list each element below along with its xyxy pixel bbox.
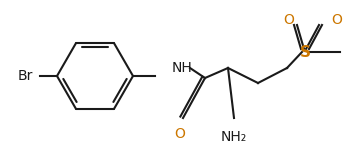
Text: NH: NH <box>172 61 193 75</box>
Text: Br: Br <box>18 69 33 83</box>
Text: NH₂: NH₂ <box>221 130 247 144</box>
Text: S: S <box>300 45 311 60</box>
Text: O: O <box>283 13 295 27</box>
Text: O: O <box>332 13 342 27</box>
Text: O: O <box>175 127 185 141</box>
